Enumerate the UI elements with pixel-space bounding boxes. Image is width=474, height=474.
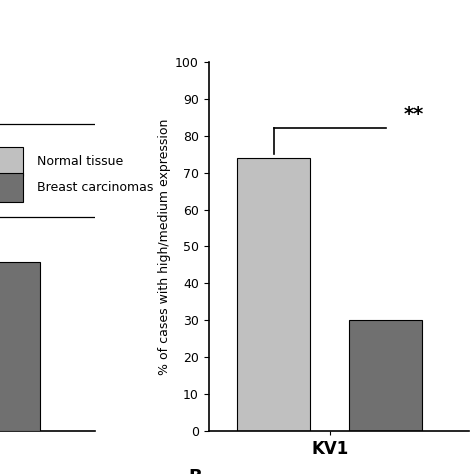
Text: Breast carcinomas: Breast carcinomas [37, 181, 153, 194]
Text: **: ** [404, 106, 424, 125]
Bar [237, 158, 310, 431]
Text: Normal tissue: Normal tissue [37, 155, 123, 168]
Bar [0, 262, 40, 431]
Bar [0, 146, 23, 176]
Bar [0, 173, 23, 202]
FancyBboxPatch shape [0, 125, 98, 217]
Text: B: B [189, 468, 202, 474]
Bar [349, 320, 422, 431]
Y-axis label: % of cases with high/medium expression: % of cases with high/medium expression [158, 118, 171, 374]
